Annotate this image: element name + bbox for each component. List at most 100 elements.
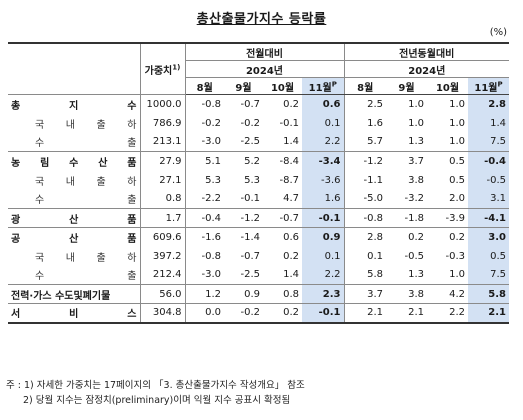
label-header bbox=[8, 43, 140, 95]
mom-cell: -1.4 bbox=[224, 227, 263, 247]
mom-cell: 0.2 bbox=[283, 250, 299, 262]
unit-label: (%) bbox=[489, 27, 507, 38]
weight-cell: 786.9 bbox=[139, 113, 185, 133]
yoy-cell: 5.8 bbox=[468, 284, 510, 304]
mom-cell: 0.6 bbox=[263, 227, 302, 247]
yoy-cell: 1.0 bbox=[386, 94, 427, 114]
mom-cell: -3.0 bbox=[184, 132, 224, 152]
mom-cell: 0.1 bbox=[302, 246, 344, 266]
table-row: 서 비 스 304.8 0.0 -0.2 0.2 -0.1 2.1 2.1 2.2 2.1 bbox=[8, 303, 510, 323]
yoy-cell: 1.0 bbox=[408, 117, 424, 129]
weight-cell: 1000.0 bbox=[139, 94, 185, 114]
mom-cell: -0.1 bbox=[240, 193, 260, 205]
table-row: 광 산 품 1.7 -0.4 -1.2 -0.7 -0.1 -0.8 -1.8 -3.9 -4.1 bbox=[8, 208, 510, 228]
mom-cell: 5.3 bbox=[244, 174, 260, 186]
table-row: 전력·가스 수도및폐기물 56.0 1.2 0.9 0.8 2.3 3.7 3.8 4.2 5.8 bbox=[8, 284, 510, 304]
mom-cell: -0.1 bbox=[302, 303, 344, 323]
mom-cell: -0.2 bbox=[184, 113, 224, 133]
yoy-month-header: 8월 bbox=[343, 77, 386, 95]
mom-cell: 1.4 bbox=[283, 269, 299, 281]
mom-cell: 0.6 bbox=[302, 94, 344, 114]
mom-cell: -0.4 bbox=[184, 208, 224, 228]
table-row: 국 내 출 하 786.9 -0.2 -0.2 -0.1 0.1 1.6 1.0 1.0 1.4 bbox=[8, 113, 510, 133]
yoy-cell: 0.1 bbox=[343, 246, 386, 266]
table-row: 수 출 0.8 -2.2 -0.1 4.7 1.6 -5.0 -3.2 2.0 3.1 bbox=[8, 189, 510, 209]
yoy-cell: 2.0 bbox=[449, 193, 465, 205]
mom-cell: -0.7 bbox=[224, 94, 263, 114]
mom-cell: 0.2 bbox=[263, 303, 302, 323]
table-row: 국 내 출 하 397.2 -0.8 -0.7 0.2 0.1 0.1 -0.5 -0.3 0.5 bbox=[8, 246, 510, 266]
yoy-cell: 0.5 bbox=[449, 174, 465, 186]
index-table: 가중치1) 전월대비 전년동월대비 2024년 2024년 8월 9월 10월 … bbox=[8, 42, 510, 324]
yoy-cell: 7.5 bbox=[468, 265, 510, 285]
mom-cell: 0.9 bbox=[302, 227, 344, 247]
table-body: 총 지 수 1000.0 -0.8 -0.7 0.2 0.6 2.5 1.0 1.0 2.8 국 내 출 하 7… bbox=[8, 94, 510, 323]
mom-cell: 0.2 bbox=[263, 94, 302, 114]
table-row: 국 내 출 하 27.1 5.3 5.3 -8.7 -3.6 -1.1 3.8 0.5 -0.5 bbox=[8, 170, 510, 190]
yoy-cell: -0.4 bbox=[468, 151, 510, 171]
yoy-cell: 2.1 bbox=[343, 303, 386, 323]
mom-cell: -1.2 bbox=[224, 208, 263, 228]
yoy-cell: 2.8 bbox=[343, 227, 386, 247]
yoy-cell: 1.0 bbox=[449, 117, 465, 129]
yoy-year-header: 2024년 bbox=[343, 60, 510, 78]
table-row: 공 산 품 609.6 -1.6 -1.4 0.6 0.9 2.8 0.2 0.2 3.0 bbox=[8, 227, 510, 247]
mom-cell: -0.1 bbox=[279, 117, 299, 129]
table-row: 총 지 수 1000.0 -0.8 -0.7 0.2 0.6 2.5 1.0 1.0 2.8 bbox=[8, 94, 510, 114]
yoy-cell: -0.8 bbox=[343, 208, 386, 228]
yoy-cell: -3.2 bbox=[404, 193, 424, 205]
mom-month-header: 9월 bbox=[224, 77, 263, 95]
yoy-cell: 1.0 bbox=[427, 94, 468, 114]
yoy-cell: 1.0 bbox=[449, 269, 465, 281]
yoy-cell: -1.8 bbox=[386, 208, 427, 228]
yoy-cell: -1.2 bbox=[343, 151, 386, 171]
yoy-cell: 2.1 bbox=[386, 303, 427, 323]
yoy-cell: -0.3 bbox=[445, 250, 465, 262]
yoy-cell: 3.8 bbox=[386, 284, 427, 304]
footnote-1: 주 : 1) 자세한 가중치는 17페이지의 「3. 총산출물가지수 작성개요」… bbox=[6, 380, 305, 391]
row-label: 전력·가스 수도및폐기물 bbox=[8, 284, 140, 304]
table-row: 수 출 213.1 -3.0 -2.5 1.4 2.2 5.7 1.3 1.0 7.5 bbox=[8, 132, 510, 152]
weight-cell: 213.1 bbox=[139, 132, 185, 152]
yoy-group-header: 전년동월대비 bbox=[343, 43, 510, 61]
mom-cell: -2.5 bbox=[240, 136, 260, 148]
mom-cell: 1.6 bbox=[302, 189, 344, 209]
yoy-cell: 4.2 bbox=[427, 284, 468, 304]
mom-cell: 4.7 bbox=[283, 193, 299, 205]
mom-cell: -0.2 bbox=[240, 117, 260, 129]
mom-cell: -8.4 bbox=[263, 151, 302, 171]
mom-cell: -3.0 bbox=[184, 265, 224, 285]
mom-cell: 2.2 bbox=[302, 265, 344, 285]
mom-month-header: 8월 bbox=[184, 77, 224, 95]
footnotes: 주 : 1) 자세한 가중치는 17페이지의 「3. 총산출물가지수 작성개요」… bbox=[6, 378, 305, 408]
mom-cell: -0.8 bbox=[184, 246, 224, 266]
weight-cell: 212.4 bbox=[139, 265, 185, 285]
yoy-cell: 1.0 bbox=[449, 136, 465, 148]
yoy-cell: 7.5 bbox=[468, 132, 510, 152]
yoy-cell: 1.3 bbox=[408, 269, 424, 281]
mom-year-header: 2024년 bbox=[184, 60, 344, 78]
weight-cell: 56.0 bbox=[139, 284, 185, 304]
yoy-cell: -0.5 bbox=[468, 170, 510, 190]
yoy-cell: 0.2 bbox=[386, 227, 427, 247]
footnote-2: 2) 당월 지수는 잠정치(preliminary)이며 익월 지수 공표시 확… bbox=[23, 395, 291, 406]
yoy-cell: -5.0 bbox=[343, 189, 386, 209]
table-row: 수 출 212.4 -3.0 -2.5 1.4 2.2 5.8 1.3 1.0 7.5 bbox=[8, 265, 510, 285]
yoy-cell: 1.6 bbox=[343, 113, 386, 133]
yoy-cell: 3.7 bbox=[386, 151, 427, 171]
mom-cell: -3.4 bbox=[302, 151, 344, 171]
mom-cell: -0.7 bbox=[240, 250, 260, 262]
mom-cell: 5.3 bbox=[184, 170, 224, 190]
yoy-cell: 5.7 bbox=[343, 132, 386, 152]
weight-cell: 609.6 bbox=[139, 227, 185, 247]
